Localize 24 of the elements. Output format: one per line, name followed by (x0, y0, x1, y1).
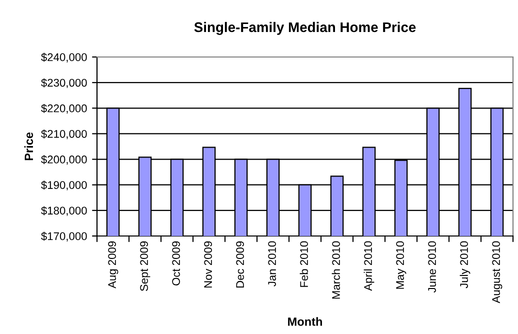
x-tick-label: March 2010 (332, 241, 340, 299)
x-tick-label: Nov 2009 (204, 241, 212, 288)
y-tick-label: $200,000 (41, 155, 87, 165)
y-tick-label: $240,000 (41, 52, 87, 62)
x-tick-label: Aug 2009 (108, 241, 118, 288)
y-tick-label: $190,000 (41, 180, 87, 190)
x-axis-title: Month (288, 317, 322, 326)
x-tick-label: April 2010 (364, 241, 374, 291)
x-tick-label: August 2010 (492, 241, 502, 304)
x-tick-label: May 2010 (396, 241, 406, 289)
chart-title: Single-Family Median Home Price (194, 22, 416, 35)
y-tick-label: $220,000 (41, 104, 87, 114)
y-tick-label: $180,000 (41, 206, 87, 216)
y-tick-label: $210,000 (41, 130, 87, 140)
y-tick-label: $230,000 (41, 78, 87, 88)
y-axis-title: Price (24, 132, 34, 160)
x-tick-label: Feb 2010 (300, 241, 308, 287)
x-tick-label: Dec 2009 (236, 241, 244, 288)
x-tick-label: Jan 2010 (268, 241, 276, 286)
x-tick-label: Sept 2009 (140, 241, 150, 292)
x-tick-label: June 2010 (428, 241, 436, 293)
y-tick-label: $170,000 (41, 232, 87, 242)
x-tick-label: July 2010 (460, 241, 470, 288)
x-tick-label: Oct 2009 (172, 241, 180, 286)
